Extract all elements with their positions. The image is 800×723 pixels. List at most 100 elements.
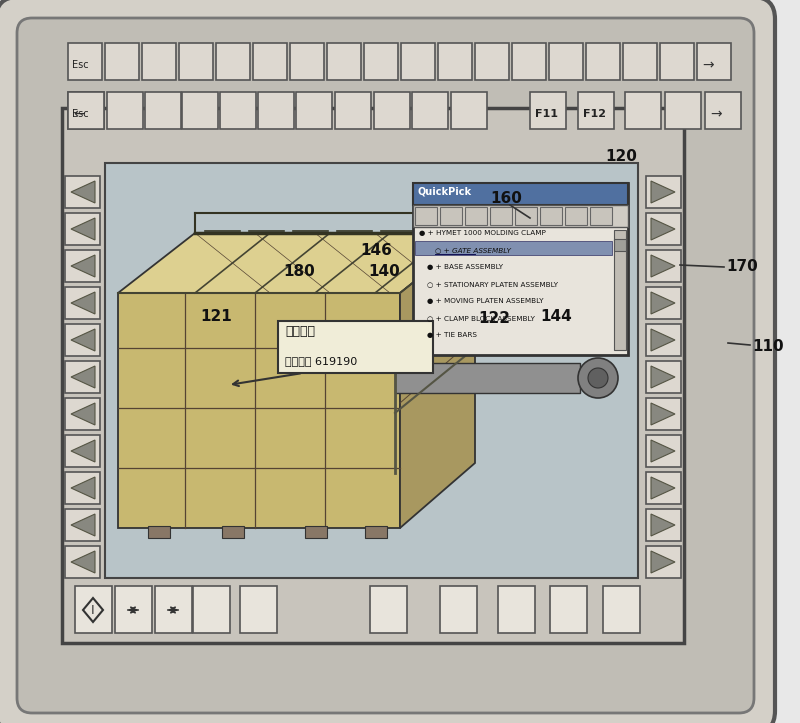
Polygon shape [71, 440, 95, 462]
Bar [193, 586, 230, 633]
Text: →: → [702, 58, 714, 72]
Bar [530, 92, 566, 129]
Bar [240, 586, 277, 633]
Text: ←: ← [73, 107, 85, 121]
Bar [278, 321, 433, 373]
Bar [440, 586, 477, 633]
Bar [697, 43, 731, 80]
Polygon shape [651, 366, 675, 388]
Text: 146: 146 [360, 243, 392, 258]
Bar [413, 183, 628, 355]
Text: 180: 180 [283, 264, 314, 279]
Bar [68, 92, 104, 129]
Bar [646, 472, 681, 504]
Text: →: → [710, 107, 722, 121]
Bar [475, 43, 509, 80]
Polygon shape [651, 514, 675, 536]
FancyBboxPatch shape [17, 18, 754, 713]
Bar [415, 207, 437, 225]
Bar [253, 43, 287, 80]
Bar [413, 205, 628, 227]
Bar [65, 435, 100, 467]
Bar [65, 213, 100, 245]
Bar [290, 43, 324, 80]
Polygon shape [651, 218, 675, 240]
Bar [65, 250, 100, 282]
Text: I: I [91, 604, 95, 617]
Text: 122: 122 [478, 311, 510, 326]
Bar [646, 509, 681, 541]
Bar [665, 92, 701, 129]
Polygon shape [651, 403, 675, 425]
Bar [148, 526, 170, 538]
Bar [565, 207, 587, 225]
Polygon shape [118, 293, 400, 528]
Bar [68, 43, 102, 80]
Text: ● + TIE BARS: ● + TIE BARS [427, 332, 477, 338]
Bar [646, 361, 681, 393]
Text: F11: F11 [535, 109, 558, 119]
Bar [142, 43, 176, 80]
Text: ○ + CLAMP BLOCK ASSEMBLY: ○ + CLAMP BLOCK ASSEMBLY [427, 315, 535, 321]
Text: ○ + GATE ASSEMBLY: ○ + GATE ASSEMBLY [435, 247, 511, 253]
Bar [646, 287, 681, 319]
Polygon shape [395, 363, 580, 393]
Bar [646, 250, 681, 282]
Bar [65, 472, 100, 504]
Bar [115, 586, 152, 633]
Bar [646, 324, 681, 356]
Bar [365, 526, 387, 538]
Text: ● + BASE ASSEMBLY: ● + BASE ASSEMBLY [427, 264, 503, 270]
Bar [401, 43, 435, 80]
Bar [107, 92, 143, 129]
Polygon shape [71, 551, 95, 573]
Polygon shape [118, 233, 475, 293]
Bar [182, 92, 218, 129]
Bar [179, 43, 213, 80]
Text: F12: F12 [583, 109, 606, 119]
Bar [335, 92, 371, 129]
Text: Esc: Esc [72, 60, 89, 70]
Text: 160: 160 [490, 191, 522, 206]
Polygon shape [400, 233, 475, 528]
Bar [578, 92, 614, 129]
Bar [550, 586, 587, 633]
Bar [614, 239, 626, 251]
Bar [646, 398, 681, 430]
Polygon shape [71, 329, 95, 351]
Polygon shape [71, 477, 95, 499]
Text: 120: 120 [605, 149, 637, 164]
Bar [412, 92, 448, 129]
Bar [305, 526, 327, 538]
Bar [296, 92, 332, 129]
Text: 121: 121 [200, 309, 232, 324]
Text: QuickPick: QuickPick [418, 187, 472, 197]
Bar [614, 230, 626, 350]
Bar [590, 207, 612, 225]
Bar [586, 43, 620, 80]
Polygon shape [651, 255, 675, 277]
Bar [258, 92, 294, 129]
Polygon shape [651, 440, 675, 462]
Bar [646, 546, 681, 578]
Bar [451, 92, 487, 129]
Polygon shape [651, 292, 675, 314]
Text: 140: 140 [368, 264, 400, 279]
Bar [68, 92, 104, 129]
Bar [625, 92, 661, 129]
Bar [512, 43, 546, 80]
Bar [75, 586, 112, 633]
Text: 销口组件: 销口组件 [285, 325, 315, 338]
Bar [327, 43, 361, 80]
Bar [549, 43, 583, 80]
Bar [374, 92, 410, 129]
Bar [105, 163, 638, 578]
Bar [603, 586, 640, 633]
Bar [65, 398, 100, 430]
Polygon shape [651, 181, 675, 203]
Text: ● + HYMET 1000 MOLDING CLAMP: ● + HYMET 1000 MOLDING CLAMP [419, 230, 546, 236]
Polygon shape [651, 477, 675, 499]
Polygon shape [71, 366, 95, 388]
Bar [145, 92, 181, 129]
Bar [623, 43, 657, 80]
